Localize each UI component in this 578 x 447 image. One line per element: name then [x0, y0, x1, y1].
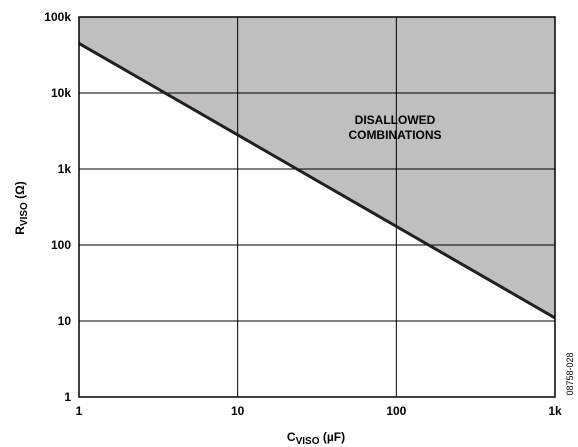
y-tick-label: 1k: [58, 162, 72, 176]
x-axis-label: CVISO (µF): [287, 430, 345, 447]
x-axis-label-sub: VISO: [296, 436, 320, 447]
y-tick-label: 100: [51, 238, 71, 252]
x-tick-labels: 1 10 100 1k: [76, 404, 562, 418]
region-label-line-1: DISALLOWED: [355, 113, 436, 127]
region-label-line-2: COMBINATIONS: [348, 128, 441, 142]
x-tick-label: 1: [76, 404, 83, 418]
grid: [79, 17, 555, 397]
boundary-line: [78, 42, 556, 320]
x-tick-label: 10: [231, 404, 245, 418]
y-tick-labels: 1 10 100 1k 10k 100k: [44, 10, 71, 404]
y-axis-label-main: R: [13, 226, 27, 235]
y-tick-label: 10k: [51, 86, 71, 100]
x-tick-label: 100: [386, 404, 406, 418]
y-tick-label: 1: [64, 390, 71, 404]
y-tick-label: 100k: [44, 10, 71, 24]
y-axis-label: RVISO (Ω): [13, 181, 30, 235]
disallowed-region: [79, 17, 555, 318]
x-axis-label-unit: (µF): [320, 430, 346, 444]
figure-id: 08758-028: [565, 352, 575, 395]
x-axis-label-main: C: [287, 430, 296, 444]
y-tick-label: 10: [58, 314, 72, 328]
plot-frame: [78, 16, 556, 398]
x-tick-label: 1k: [548, 404, 562, 418]
y-axis-label-sub: VISO: [19, 202, 30, 226]
y-axis-label-unit: (Ω): [13, 181, 27, 202]
